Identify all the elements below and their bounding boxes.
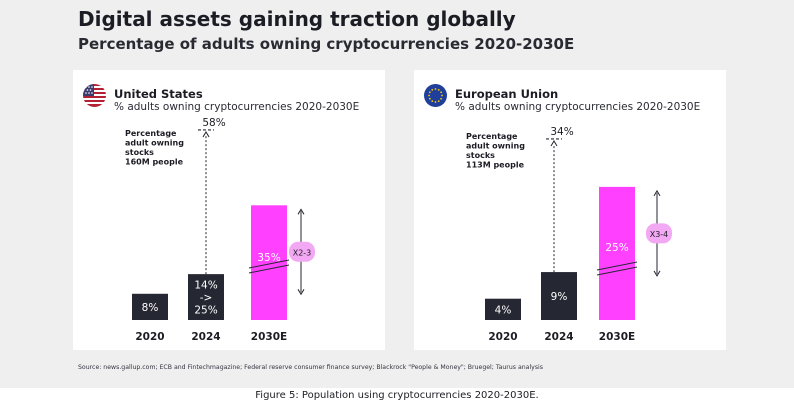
eu-x-tick-2030e: 2030E (599, 331, 635, 343)
us-stocks-value-label: 58% (202, 117, 225, 129)
eu-growth-badge (646, 223, 672, 244)
us-growth-arrow-top (297, 208, 305, 215)
eu-axis-break-2 (596, 266, 638, 276)
eu-bar-2030e (599, 186, 635, 320)
eu-stocks-value-label: 34% (550, 126, 573, 138)
us-bar-label-2024: 14% -> 25% (194, 280, 217, 317)
us-growth-arrow-bottom (297, 289, 305, 296)
us-growth-badge-label: X2-3 (293, 248, 312, 257)
eu-bar-2024 (541, 272, 577, 320)
us-x-tick-2020: 2020 (135, 331, 164, 343)
us-chart-panel: United States % adults owning cryptocurr… (73, 70, 385, 350)
us-x-tick-2030e: 2030E (251, 331, 287, 343)
us-bar-label-2020: 8% (142, 302, 159, 314)
eu-flag-icon (424, 84, 447, 107)
eu-chart-subtitle: % adults owning cryptocurrencies 2020-20… (455, 101, 701, 113)
us-stocks-annotation: Percentage adult owning stocks 160M people (125, 129, 184, 167)
us-bar-chart: 8% 2020 14% -> 25% 2024 35% 2030E 58% Percentage a… (125, 117, 315, 343)
us-bar-2020 (132, 293, 168, 320)
us-axis-break-1 (248, 259, 290, 269)
eu-chart-title: European Union (455, 87, 559, 101)
us-growth-badge (289, 241, 315, 262)
eu-x-tick-2020: 2020 (488, 331, 517, 343)
eu-bar-2020 (485, 298, 521, 320)
infographic: Digital assets gaining traction globally… (0, 0, 794, 388)
eu-bar-label-2024: 9% (551, 291, 568, 303)
us-x-tick-2024: 2024 (191, 331, 220, 343)
us-bar-label-2030e: 35% (257, 252, 280, 264)
eu-x-tick-2024: 2024 (544, 331, 573, 343)
eu-stocks-annotation: Percentage adult owning stocks 113M people (466, 132, 525, 170)
us-chart-title: United States (114, 87, 203, 101)
page-subtitle: Percentage of adults owning cryptocurren… (78, 35, 575, 53)
eu-chart-panel: European Union % adults owning cryptocur… (414, 70, 726, 350)
page-title: Digital assets gaining traction globally (78, 7, 516, 31)
us-axis-break-2 (248, 264, 290, 274)
us-stocks-arrow-head (202, 130, 210, 138)
eu-growth-arrow-bottom (653, 270, 661, 277)
us-flag-icon (83, 84, 106, 107)
us-bar-2030e (251, 205, 287, 320)
eu-bar-label-2030e: 25% (605, 242, 628, 254)
eu-growth-arrow-top (653, 189, 661, 197)
source-note: Source: news.gallup.com; ECB and Fintech… (78, 364, 544, 371)
eu-growth-badge-label: X3-4 (650, 230, 669, 239)
eu-bar-label-2020: 4% (495, 304, 512, 316)
eu-stocks-arrow-head (550, 139, 558, 147)
us-chart-subtitle: % adults owning cryptocurrencies 2020-20… (114, 101, 360, 113)
figure-caption: Figure 5: Population using cryptocurrenc… (255, 390, 539, 401)
us-bar-2024 (188, 274, 224, 320)
eu-bar-chart: 4% 2020 9% 2024 25% 2030E 34% Percentage adult o… (466, 126, 672, 343)
eu-axis-break-1 (596, 261, 638, 271)
